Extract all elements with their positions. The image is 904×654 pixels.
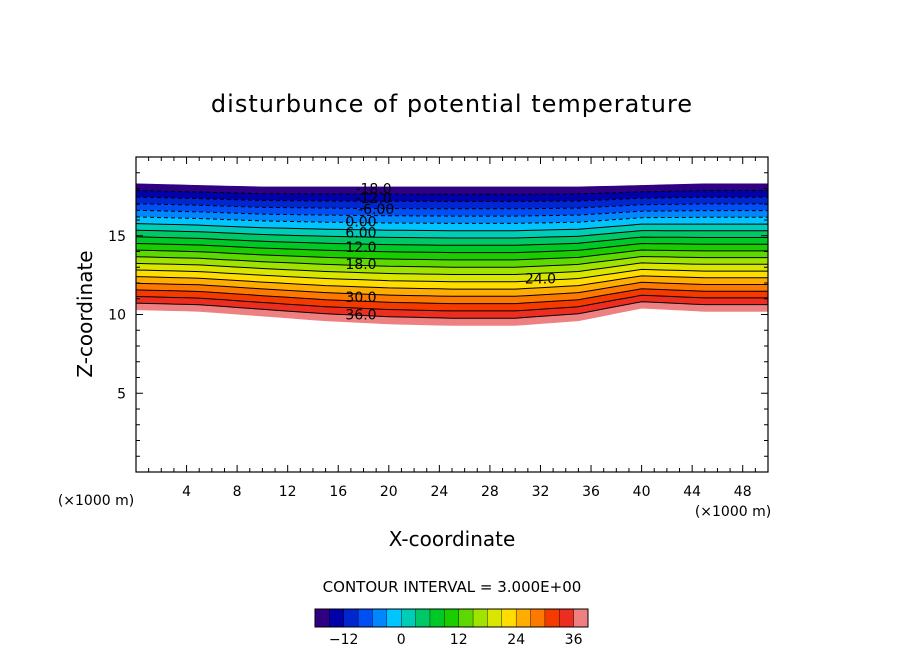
contour-line <box>136 262 768 275</box>
y-tick-label: 10 <box>108 308 126 324</box>
colorbar-cell <box>487 608 503 628</box>
x-tick-label: 44 <box>683 484 701 500</box>
y-axis-label: Z-coordinate <box>73 250 97 377</box>
contour-line <box>136 242 768 254</box>
colorbar-cell <box>515 608 532 628</box>
contour-label: -18.0 <box>355 182 391 198</box>
colorbar-ticks: −12 0 12 24 36 <box>329 632 583 648</box>
contour-label: -6.00 <box>358 202 394 218</box>
colorbar-tick-label: −12 <box>329 632 359 648</box>
colorbar-tick-label: 36 <box>565 632 583 648</box>
contour-label: 12.0 <box>345 240 376 256</box>
contour-label: -12.0 <box>355 191 391 207</box>
colorbar-cell <box>329 608 345 628</box>
x-axis-label: X-coordinate <box>389 527 516 551</box>
contour-line <box>136 288 768 305</box>
colorbar-cell <box>429 608 445 628</box>
contour-line <box>136 294 768 312</box>
contour-line <box>136 301 768 319</box>
colorbar-cell <box>559 608 575 628</box>
x-tick-label: 48 <box>734 484 752 500</box>
contour-label: 18.0 <box>345 257 376 273</box>
contour-line <box>136 268 768 283</box>
contour-label: 30.0 <box>345 290 376 306</box>
x-unit-right: (×1000 m) <box>695 504 771 520</box>
contour-interval-text: CONTOUR INTERVAL = 3.000E+00 <box>323 578 582 596</box>
contour-line <box>136 249 768 261</box>
colorbar <box>314 608 589 628</box>
contour-lines <box>136 189 768 319</box>
chart-title: disturbunce of potential temperature <box>211 90 693 118</box>
contour-line <box>136 275 768 290</box>
contour-line <box>136 196 768 202</box>
colorbar-cell <box>372 608 388 628</box>
colorbar-cell <box>458 608 474 628</box>
contour-line <box>136 216 768 224</box>
contour-line <box>136 281 768 297</box>
contour-line <box>136 229 768 239</box>
colorbar-cell <box>472 608 488 628</box>
colorbar-cell <box>415 608 431 628</box>
contour-line <box>136 209 768 217</box>
colorbar-cell <box>386 608 402 628</box>
colorbar-cell <box>530 608 546 628</box>
y-axis-ticks: 5 10 15 <box>108 156 768 473</box>
colorbar-cell <box>573 608 589 628</box>
y-tick-label: 15 <box>108 229 126 245</box>
x-tick-label: 40 <box>633 484 651 500</box>
colorbar-cell <box>501 608 517 628</box>
colorbar-cell <box>401 608 417 628</box>
y-tick-label: 5 <box>117 386 126 402</box>
x-tick-label: 20 <box>380 484 398 500</box>
colorbar-tick-label: 0 <box>397 632 406 648</box>
contour-label: 6.00 <box>345 226 376 242</box>
x-tick-label: 28 <box>481 484 499 500</box>
colorbar-cell <box>544 608 560 628</box>
x-tick-label: 16 <box>329 484 347 500</box>
contour-line <box>136 255 768 268</box>
colorbar-cell <box>444 608 460 628</box>
x-axis-ticks: 4 8 12 16 20 24 28 32 36 40 44 48 <box>135 157 769 500</box>
colorbar-tick-label: 12 <box>450 632 468 648</box>
x-tick-label: 36 <box>582 484 600 500</box>
colorbar-cell <box>357 608 373 628</box>
contour-line <box>136 189 768 195</box>
contour-line <box>136 223 768 232</box>
contour-field <box>136 183 768 326</box>
x-tick-label: 24 <box>430 484 448 500</box>
x-tick-label: 4 <box>182 484 191 500</box>
x-tick-label: 12 <box>279 484 297 500</box>
contour-label: 24.0 <box>525 271 556 287</box>
x-tick-label: 8 <box>233 484 242 500</box>
colorbar-frame <box>314 608 589 628</box>
colorbar-cell <box>314 608 330 628</box>
contour-line <box>136 236 768 246</box>
contour-label: 36.0 <box>345 308 376 324</box>
x-unit-left: (×1000 m) <box>58 493 134 509</box>
contour-label: 0.00 <box>345 215 376 231</box>
colorbar-cell <box>343 608 359 628</box>
contour-line <box>136 203 768 210</box>
x-tick-label: 32 <box>532 484 550 500</box>
colorbar-tick-label: 24 <box>507 632 525 648</box>
